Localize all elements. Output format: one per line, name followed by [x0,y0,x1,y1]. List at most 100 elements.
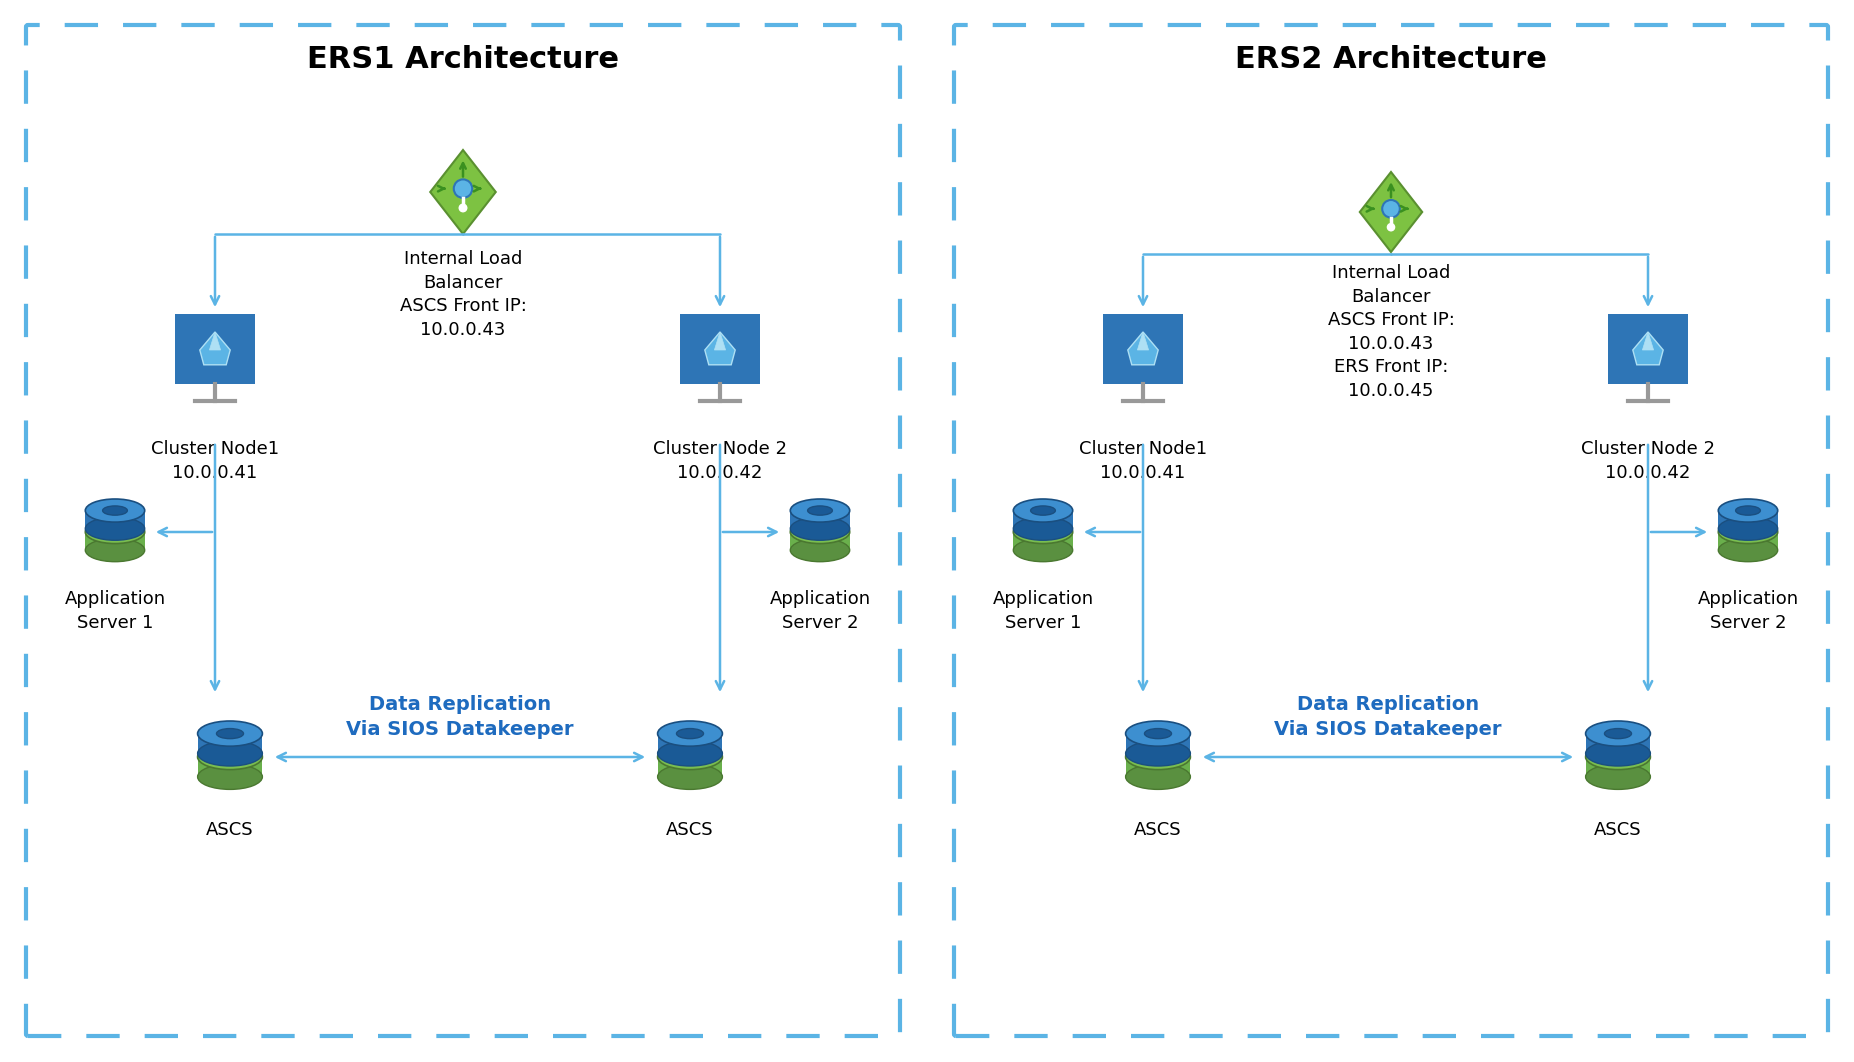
Ellipse shape [1604,729,1632,739]
Polygon shape [1137,332,1149,350]
FancyBboxPatch shape [85,511,145,529]
Ellipse shape [1585,765,1650,789]
Ellipse shape [217,752,243,763]
Ellipse shape [1387,224,1394,230]
FancyBboxPatch shape [198,757,263,776]
Ellipse shape [1719,499,1778,523]
Ellipse shape [1383,200,1400,218]
Polygon shape [1643,332,1654,350]
Ellipse shape [198,744,263,770]
Ellipse shape [790,520,849,544]
FancyBboxPatch shape [658,757,723,776]
Text: Internal Load
Balancer
ASCS Front IP:
10.0.0.43
ERS Front IP:
10.0.0.45: Internal Load Balancer ASCS Front IP: 10… [1327,264,1454,400]
FancyBboxPatch shape [1125,757,1190,776]
Ellipse shape [1014,520,1073,544]
Text: Application
Server 2: Application Server 2 [1698,590,1798,632]
Ellipse shape [1125,765,1190,789]
Polygon shape [430,150,495,234]
Ellipse shape [1144,752,1172,763]
Ellipse shape [1125,741,1190,766]
Text: ASCS: ASCS [1594,821,1643,839]
Ellipse shape [677,729,703,739]
Polygon shape [1127,332,1159,365]
FancyBboxPatch shape [1125,734,1190,753]
FancyBboxPatch shape [174,314,256,384]
FancyBboxPatch shape [1585,734,1650,753]
FancyBboxPatch shape [1719,511,1778,529]
Ellipse shape [1014,517,1073,541]
Text: Application
Server 1: Application Server 1 [65,590,165,632]
Polygon shape [714,332,725,350]
Ellipse shape [1585,744,1650,770]
Ellipse shape [217,729,243,739]
Ellipse shape [790,538,849,562]
Text: ERS1 Architecture: ERS1 Architecture [308,46,619,74]
Ellipse shape [658,765,723,789]
Ellipse shape [790,517,849,541]
Ellipse shape [102,528,128,536]
Ellipse shape [808,506,832,515]
Ellipse shape [1014,538,1073,562]
FancyBboxPatch shape [198,734,263,753]
Ellipse shape [677,752,703,763]
Text: Data Replication
Via SIOS Datakeeper: Data Replication Via SIOS Datakeeper [347,695,573,739]
FancyBboxPatch shape [1103,314,1183,384]
Polygon shape [1633,332,1663,365]
Ellipse shape [1031,506,1055,515]
Ellipse shape [1735,506,1761,515]
Ellipse shape [198,765,263,789]
Ellipse shape [1585,721,1650,747]
Text: ASCS: ASCS [206,821,254,839]
Ellipse shape [658,744,723,770]
FancyBboxPatch shape [85,532,145,550]
Ellipse shape [85,538,145,562]
Text: Cluster Node 2
10.0.0.42: Cluster Node 2 10.0.0.42 [653,440,786,481]
Ellipse shape [102,506,128,515]
Text: ASCS: ASCS [1135,821,1181,839]
FancyBboxPatch shape [790,532,849,550]
Ellipse shape [1719,517,1778,541]
Ellipse shape [460,204,467,211]
Text: Cluster Node 2
10.0.0.42: Cluster Node 2 10.0.0.42 [1581,440,1715,481]
Ellipse shape [1031,528,1055,536]
Ellipse shape [1014,499,1073,523]
Ellipse shape [454,179,473,198]
Polygon shape [210,332,221,350]
Ellipse shape [1125,721,1190,747]
Ellipse shape [658,741,723,766]
Text: Data Replication
Via SIOS Datakeeper: Data Replication Via SIOS Datakeeper [1274,695,1502,739]
Ellipse shape [85,499,145,523]
FancyBboxPatch shape [1014,532,1073,550]
FancyBboxPatch shape [1719,532,1778,550]
Ellipse shape [198,721,263,747]
Ellipse shape [1719,538,1778,562]
FancyBboxPatch shape [790,511,849,529]
Ellipse shape [1125,744,1190,770]
FancyBboxPatch shape [680,314,760,384]
Text: ASCS: ASCS [666,821,714,839]
Ellipse shape [808,528,832,536]
FancyBboxPatch shape [658,734,723,753]
Ellipse shape [1604,752,1632,763]
Text: Cluster Node1
10.0.0.41: Cluster Node1 10.0.0.41 [1079,440,1207,481]
Text: Internal Load
Balancer
ASCS Front IP:
10.0.0.43: Internal Load Balancer ASCS Front IP: 10… [400,250,527,339]
Ellipse shape [1585,741,1650,766]
FancyBboxPatch shape [1607,314,1687,384]
Ellipse shape [85,520,145,544]
Ellipse shape [85,517,145,541]
Ellipse shape [1144,729,1172,739]
Polygon shape [200,332,230,365]
FancyBboxPatch shape [955,25,1828,1037]
FancyBboxPatch shape [1585,757,1650,776]
FancyBboxPatch shape [1014,511,1073,529]
FancyBboxPatch shape [26,25,899,1037]
Text: Application
Server 1: Application Server 1 [992,590,1094,632]
Polygon shape [1359,172,1422,252]
Ellipse shape [1719,520,1778,544]
Ellipse shape [790,499,849,523]
Ellipse shape [658,721,723,747]
Ellipse shape [198,741,263,766]
Polygon shape [705,332,736,365]
Text: Application
Server 2: Application Server 2 [769,590,871,632]
Text: ERS2 Architecture: ERS2 Architecture [1235,46,1546,74]
